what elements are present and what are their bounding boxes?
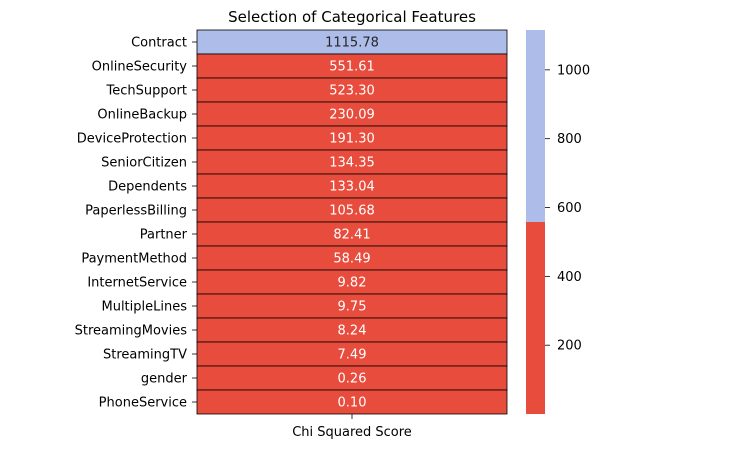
heatmap-cell <box>196 101 508 127</box>
chart-title: Selection of Categorical Features <box>228 8 476 26</box>
colorbar: 200 400 600 800 1000 <box>526 30 590 414</box>
cell-value-label: 7.49 <box>338 348 367 363</box>
row-labels: Contract OnlineSecurity TechSupport OnlineB… <box>75 36 197 411</box>
heatmap-cell <box>196 293 508 319</box>
heatmap-cell <box>196 77 508 103</box>
row-label: InternetService <box>87 276 187 291</box>
cell-value-label: 9.82 <box>338 276 367 291</box>
row-label: Partner <box>140 228 188 243</box>
row-label: gender <box>141 372 188 387</box>
row-label: MultipleLines <box>101 300 187 315</box>
row-label: OnlineBackup <box>97 108 187 123</box>
colorbar-tick-label: 800 <box>557 132 582 147</box>
cell-value-label: 82.41 <box>333 228 370 243</box>
row-label: OnlineSecurity <box>92 60 188 75</box>
cell-value-label: 58.49 <box>333 252 370 267</box>
colorbar-segment-high <box>526 30 545 222</box>
colorbar-tick-label: 1000 <box>557 63 590 78</box>
column-label: Chi Squared Score <box>292 425 412 440</box>
cell-value-label: 191.30 <box>329 132 375 147</box>
row-label: StreamingTV <box>103 348 187 363</box>
heatmap-cells: 1115.78 551.61 523.30 230.09 191.30 134.35 133… <box>196 29 508 415</box>
cell-value-label: 133.04 <box>329 180 375 195</box>
row-label: PaperlessBilling <box>85 204 187 219</box>
row-label: DeviceProtection <box>77 132 187 147</box>
row-label: SeniorCitizen <box>101 156 187 171</box>
column-labels: Chi Squared Score <box>292 414 412 440</box>
row-label: PaymentMethod <box>81 252 187 267</box>
row-label: PhoneService <box>99 396 187 411</box>
cell-value-label: 0.26 <box>338 372 367 387</box>
cell-value-label: 551.61 <box>329 60 375 75</box>
cell-value-label: 0.10 <box>338 396 367 411</box>
row-label: Dependents <box>108 180 187 195</box>
heatmap-cell <box>196 269 508 295</box>
heatmap-cell <box>196 29 508 55</box>
colorbar-tick-label: 400 <box>557 270 582 285</box>
row-label: TechSupport <box>105 84 187 99</box>
colorbar-segment-low <box>526 222 545 414</box>
cell-value-label: 134.35 <box>329 156 375 171</box>
heatmap-cell <box>196 53 508 79</box>
cell-value-label: 9.75 <box>338 300 367 315</box>
cell-value-label: 8.24 <box>338 324 367 339</box>
cell-value-label: 1115.78 <box>325 36 379 51</box>
cell-value-label: 523.30 <box>329 84 375 99</box>
colorbar-tick-label: 600 <box>557 201 582 216</box>
colorbar-tick-label: 200 <box>557 339 582 354</box>
row-label: StreamingMovies <box>75 324 188 339</box>
heatmap-cell <box>196 341 508 367</box>
heatmap-cell <box>196 245 508 271</box>
row-label: Contract <box>131 36 187 51</box>
cell-value-label: 230.09 <box>329 108 375 123</box>
cell-value-label: 105.68 <box>329 204 375 219</box>
